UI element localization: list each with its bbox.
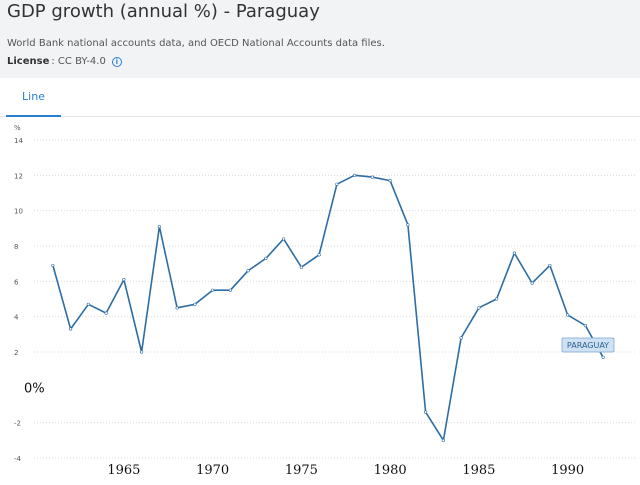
data-point (512, 251, 516, 255)
y-zero-label: 0% (24, 381, 45, 396)
license-line: License : CC BY-4.0 i (7, 56, 122, 67)
tab-bar: Line (0, 78, 640, 117)
line-chart: % 14 12 10 8 6 4 2 -2 -4 0% 1965 1970 1975 1980 1985 199… (14, 124, 636, 478)
data-point (370, 175, 374, 179)
y-tick-label: 8 (14, 243, 18, 251)
x-tick-label: 1985 (462, 463, 495, 478)
series-label: PARAGUAY (567, 341, 609, 350)
data-point (228, 288, 232, 292)
data-point (406, 223, 410, 227)
y-axis-unit: % (14, 124, 21, 132)
chart-card: Line % 14 12 10 8 6 4 2 -2 -4 0% 1965 1970 1975 1980 19… (0, 78, 640, 485)
data-point (299, 265, 303, 269)
data-point (86, 302, 90, 306)
series-label-box (561, 337, 615, 353)
data-point (246, 269, 250, 273)
x-tick-label: 1990 (551, 463, 584, 478)
y-tick-label: 6 (14, 278, 19, 286)
data-point (69, 327, 73, 331)
data-point (211, 288, 215, 292)
series-line (52, 174, 604, 442)
data-point (548, 263, 552, 268)
data-point (157, 224, 161, 229)
page-title: GDP growth (annual %) - Paraguay (7, 1, 320, 22)
y-tick-label: 2 (14, 349, 18, 357)
info-icon[interactable]: i (111, 56, 122, 67)
tab-line[interactable]: Line (6, 78, 61, 117)
data-point (140, 350, 144, 354)
data-point (601, 355, 605, 359)
data-point (388, 179, 392, 183)
data-point (335, 182, 339, 186)
data-point (51, 263, 55, 268)
data-point (441, 438, 445, 442)
x-tick-label: 1970 (196, 463, 229, 478)
data-point (566, 313, 570, 317)
data-point (282, 237, 286, 241)
source-note: World Bank national accounts data, and O… (7, 38, 385, 49)
y-tick-label: 10 (14, 208, 23, 216)
x-tick-label: 1975 (285, 463, 318, 478)
data-point (122, 277, 126, 282)
license-label: License (7, 56, 50, 67)
data-point (424, 410, 428, 414)
y-tick-label: 14 (14, 137, 23, 145)
data-point (495, 297, 499, 301)
x-tick-label: 1965 (107, 463, 140, 478)
data-point (583, 323, 587, 328)
data-point (104, 311, 108, 315)
data-point (530, 281, 534, 285)
data-point (317, 253, 321, 257)
data-point (477, 306, 481, 310)
tab-line-label: Line (22, 90, 45, 103)
data-point (175, 306, 179, 310)
y-tick-label: -4 (14, 455, 22, 463)
data-point (264, 256, 268, 260)
license-value: : CC BY-4.0 (51, 56, 106, 67)
data-point (353, 173, 357, 177)
data-point (193, 302, 197, 306)
y-tick-label: -2 (14, 420, 21, 428)
data-point (459, 336, 463, 340)
x-tick-label: 1980 (374, 463, 407, 478)
y-tick-label: 4 (14, 314, 19, 322)
y-tick-label: 12 (14, 172, 23, 180)
